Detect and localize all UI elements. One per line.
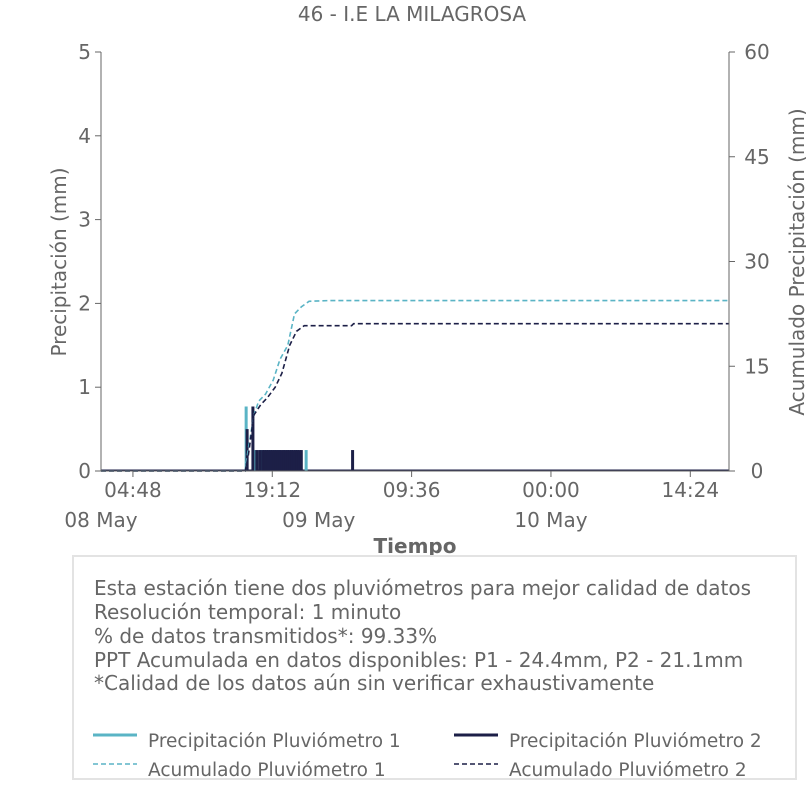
x-date-label: 08 May (64, 508, 137, 532)
legend-label-p2-precip: Precipitación Pluviómetro 2 (509, 731, 762, 752)
info-box: Esta estación tiene dos pluviómetros par… (72, 555, 797, 781)
legend-label-p1-accum: Acumulado Pluviómetro 1 (148, 760, 386, 781)
legend-swatch-p2-precip (454, 733, 498, 737)
legend-swatch-p2-accum (454, 763, 498, 765)
info-line-quality: *Calidad de los datos aún sin verificar … (94, 671, 655, 695)
legend-swatch-p1-accum (93, 763, 137, 765)
info-line-resolution: Resolución temporal: 1 minuto (94, 600, 402, 624)
x-tick-label: 04:48 (104, 478, 162, 502)
y-tick-label: 0 (78, 459, 91, 483)
y-tick-label: 5 (78, 40, 91, 64)
y-tick-label: 3 (78, 208, 91, 232)
x-tick-label: 19:12 (243, 478, 301, 502)
info-line-transmitted: % de datos transmitidos*: 99.33% (94, 624, 438, 648)
legend-swatch-p1-precip (93, 733, 137, 737)
series-p1-accum (101, 299, 729, 472)
chart-title: 46 - I.E LA MILAGROSA (298, 2, 527, 26)
x-axis-label: Tiempo (374, 534, 457, 558)
info-line-accumulated: PPT Acumulada en datos disponibles: P1 -… (94, 648, 744, 672)
y-tick-label: 1 (78, 375, 91, 399)
series-p2-precip (245, 406, 355, 471)
x-tick-label: 14:24 (661, 478, 719, 502)
y-axis-label: Precipitación (mm) (47, 167, 71, 356)
y2-tick-label: 15 (744, 354, 769, 378)
legend-label-p2-accum: Acumulado Pluviómetro 2 (509, 760, 747, 781)
x-tick-label: 00:00 (522, 478, 580, 502)
y2-axis-label: Acumulado Precipitación (mm) (785, 108, 806, 415)
y2-tick-label: 0 (751, 459, 764, 483)
series-p2-accum (101, 322, 729, 472)
legend-label-p1-precip: Precipitación Pluviómetro 1 (148, 731, 401, 752)
info-line-stations: Esta estación tiene dos pluviómetros par… (94, 576, 752, 600)
x-date-label: 09 May (282, 508, 355, 532)
y-tick-label: 2 (78, 291, 91, 315)
y2-tick-label: 45 (744, 145, 769, 169)
x-tick-label: 09:36 (383, 478, 441, 502)
y2-tick-label: 30 (744, 250, 769, 274)
x-date-label: 10 May (514, 508, 587, 532)
y-tick-label: 4 (78, 124, 91, 148)
y2-tick-label: 60 (744, 40, 769, 64)
